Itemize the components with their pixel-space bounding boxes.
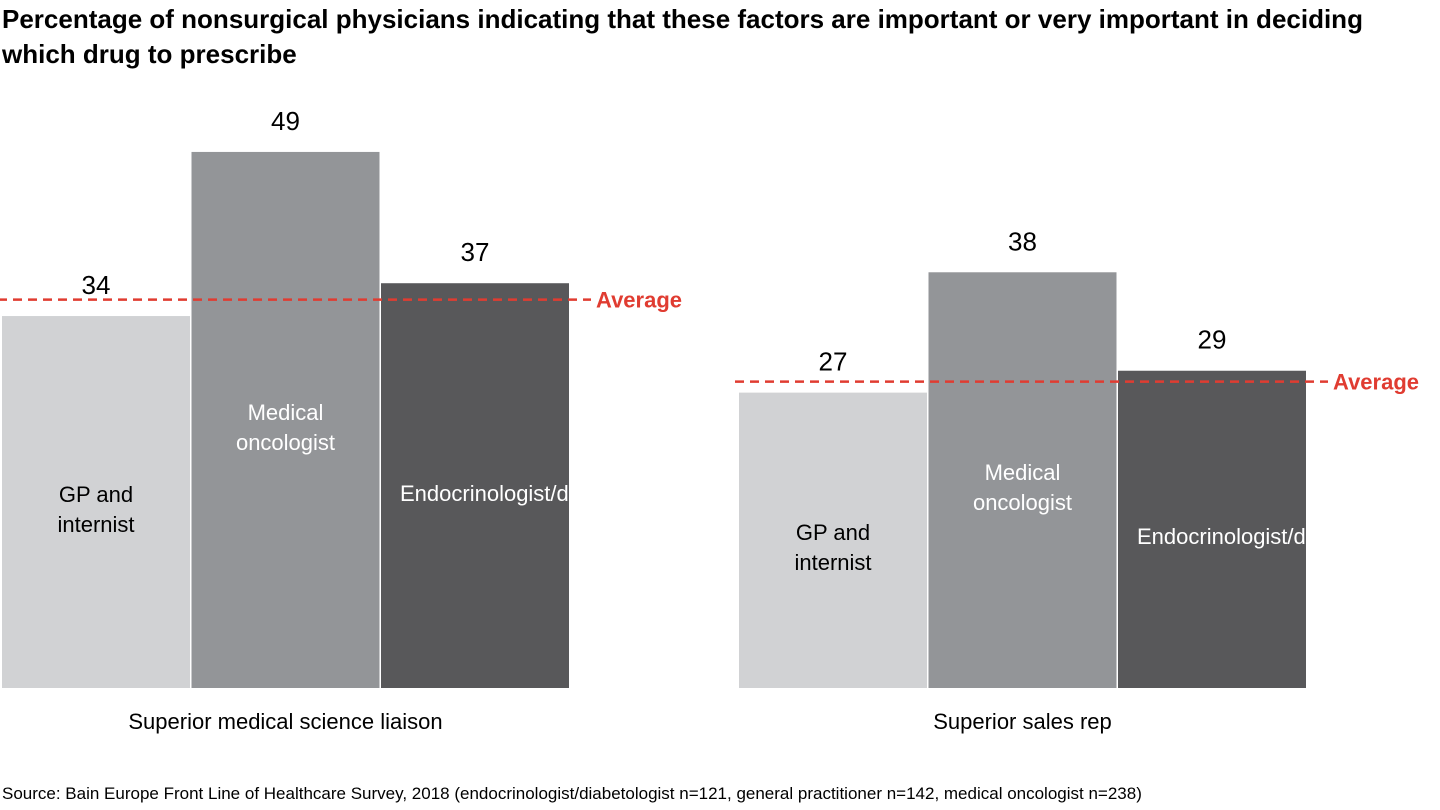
bar (191, 151, 380, 688)
average-label: Average (596, 288, 682, 313)
value-label: 29 (1198, 325, 1227, 355)
chart-title: Percentage of nonsurgical physicians ind… (2, 4, 1363, 69)
bar-label: GP and internist (794, 520, 872, 576)
value-label: 49 (271, 106, 300, 136)
value-label: 37 (461, 237, 490, 267)
bar (2, 316, 190, 688)
value-label: 27 (819, 347, 848, 377)
group-label: Superior medical science liaison (128, 709, 442, 734)
group-label: Superior sales rep (933, 709, 1112, 734)
bar-label: Endocrinologist/diabetologist (400, 480, 681, 506)
value-label: 34 (82, 270, 111, 300)
bar (928, 272, 1117, 688)
bar-label: Medical oncologist (235, 399, 336, 455)
bar-label: Endocrinologist/diabetologist (1137, 524, 1418, 550)
bar (381, 283, 569, 688)
value-label: 38 (1008, 226, 1037, 256)
bar (1118, 370, 1306, 688)
source-note: Source: Bain Europe Front Line of Health… (2, 784, 1142, 803)
average-label: Average (1333, 370, 1419, 395)
bar-label: Medical oncologist (972, 460, 1073, 516)
bar (739, 392, 927, 688)
bar-label: GP and internist (57, 482, 135, 538)
